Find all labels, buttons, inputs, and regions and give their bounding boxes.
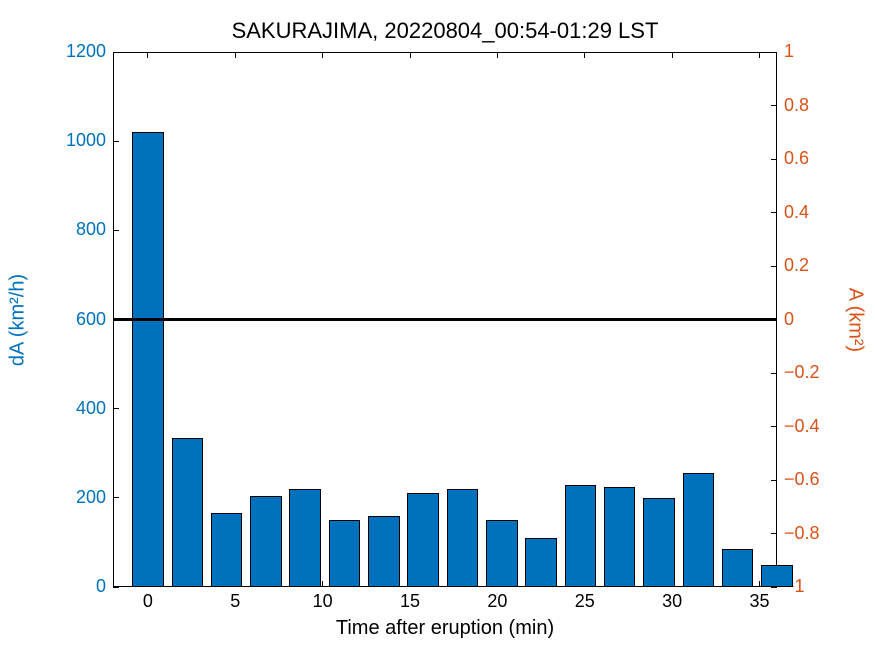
y-right-tick-label: 0.4: [784, 202, 844, 223]
bar: [407, 493, 438, 587]
y-right-tick-label: −0.8: [784, 523, 844, 544]
y-right-tick-mark: [771, 533, 777, 534]
bar: [132, 132, 163, 587]
chart-container: SAKURAJIMA, 20220804_00:54-01:29 LST Tim…: [0, 0, 875, 656]
x-tick-label: 20: [477, 591, 517, 612]
x-tick-label: 35: [740, 591, 780, 612]
y-left-tick-mark: [113, 408, 119, 409]
x-tick-mark-top: [759, 52, 760, 58]
x-tick-mark-top: [235, 52, 236, 58]
x-tick-label: 0: [128, 591, 168, 612]
y-left-tick-mark: [113, 587, 119, 588]
y-right-tick-mark: [771, 212, 777, 213]
x-tick-label: 30: [652, 591, 692, 612]
y-left-tick-label: 600: [46, 309, 106, 330]
y-axis-label-left: dA (km²/h): [7, 273, 30, 365]
chart-title: SAKURAJIMA, 20220804_00:54-01:29 LST: [113, 18, 777, 44]
y-left-tick-label: 1200: [46, 41, 106, 62]
bar: [761, 565, 792, 587]
bar: [722, 549, 753, 587]
y-right-tick-label: 0.8: [784, 95, 844, 116]
x-axis-label: Time after eruption (min): [113, 617, 777, 640]
y-right-tick-mark: [771, 373, 777, 374]
x-tick-label: 25: [565, 591, 605, 612]
bar: [329, 520, 360, 587]
x-tick-mark-top: [322, 52, 323, 58]
y-right-tick-mark: [771, 105, 777, 106]
y-right-tick-label: −0.2: [784, 362, 844, 383]
x-tick-mark-top: [497, 52, 498, 58]
y-right-tick-mark: [771, 266, 777, 267]
y-right-tick-mark: [771, 52, 777, 53]
y-right-tick-mark: [771, 426, 777, 427]
y-right-tick-label: −0.4: [784, 416, 844, 437]
bar: [604, 487, 635, 587]
y-right-tick-label: −1: [784, 576, 844, 597]
y-left-tick-mark: [113, 52, 119, 53]
y-left-tick-label: 1000: [46, 130, 106, 151]
bar: [172, 438, 203, 587]
bar: [683, 473, 714, 587]
x-tick-mark-top: [584, 52, 585, 58]
y-left-tick-mark: [113, 497, 119, 498]
x-tick-mark-top: [672, 52, 673, 58]
x-tick-label: 15: [390, 591, 430, 612]
y-right-tick-label: −0.6: [784, 469, 844, 490]
y-left-tick-label: 400: [46, 398, 106, 419]
x-tick-mark-top: [410, 52, 411, 58]
y-right-tick-label: 0: [784, 309, 844, 330]
x-tick-mark-top: [147, 52, 148, 58]
bar: [447, 489, 478, 587]
bar: [368, 516, 399, 587]
bar: [525, 538, 556, 587]
bar: [565, 485, 596, 587]
y-right-tick-label: 0.6: [784, 148, 844, 169]
bar: [211, 513, 242, 587]
y-left-tick-mark: [113, 141, 119, 142]
bar: [289, 489, 320, 587]
bar: [643, 498, 674, 587]
bar: [486, 520, 517, 587]
x-tick-label: 5: [215, 591, 255, 612]
y-left-tick-label: 800: [46, 219, 106, 240]
y-left-tick-label: 200: [46, 487, 106, 508]
x-tick-mark: [322, 581, 323, 587]
y-right-tick-mark: [771, 480, 777, 481]
zero-line: [113, 318, 777, 322]
y-right-tick-mark: [771, 159, 777, 160]
y-right-tick-label: 0.2: [784, 255, 844, 276]
y-axis-label-right: A (km²): [844, 287, 867, 351]
y-right-tick-label: 1: [784, 41, 844, 62]
bar: [250, 496, 281, 587]
x-tick-mark: [759, 581, 760, 587]
x-tick-label: 10: [303, 591, 343, 612]
y-left-tick-mark: [113, 230, 119, 231]
y-left-tick-label: 0: [46, 576, 106, 597]
